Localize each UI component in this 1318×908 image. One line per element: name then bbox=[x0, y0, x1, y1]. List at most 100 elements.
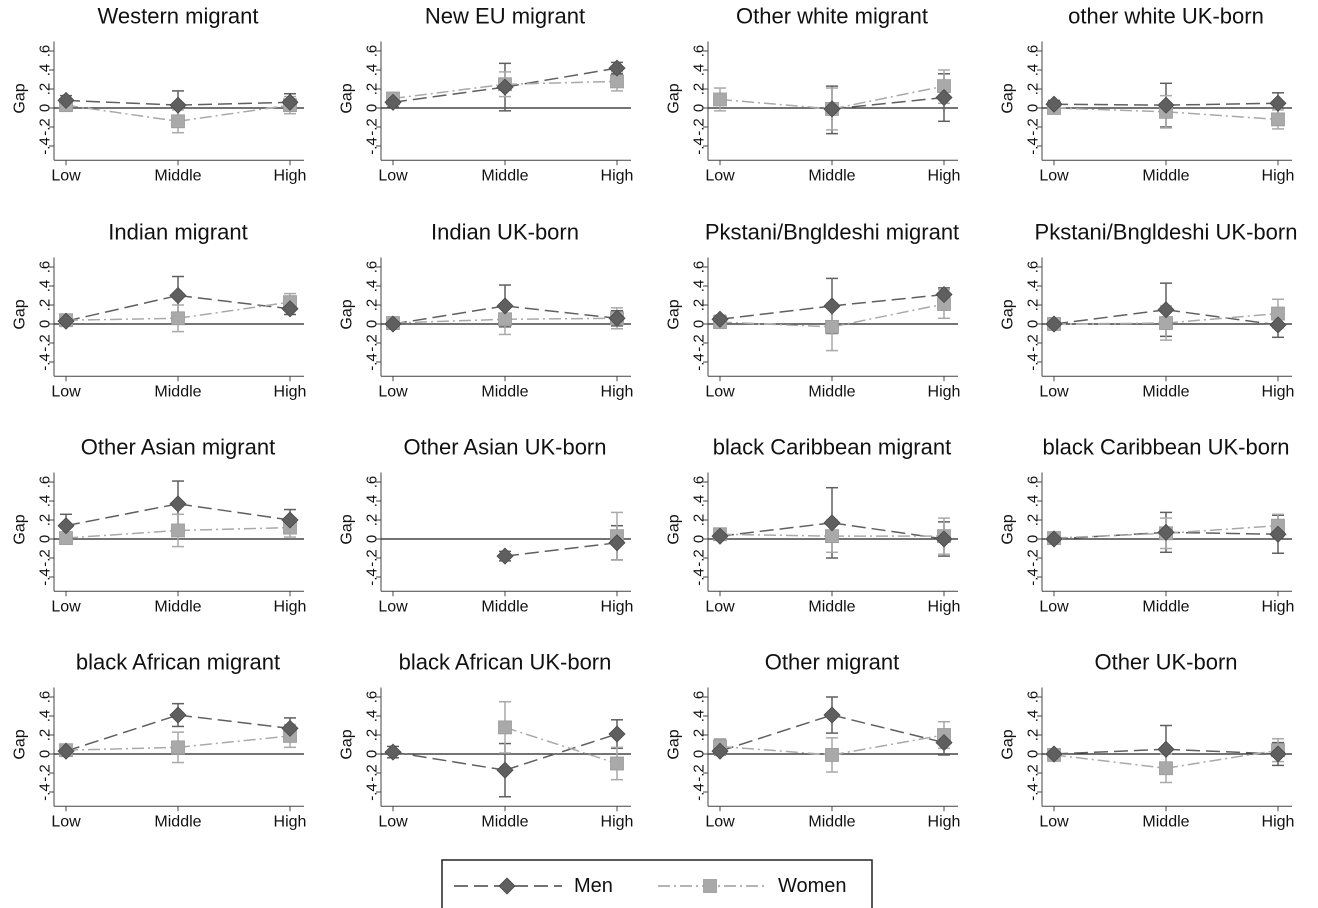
men-line bbox=[65, 714, 179, 752]
y-tick-label: .2 bbox=[364, 83, 381, 96]
men-marker bbox=[1045, 315, 1063, 333]
y-tick-label: .6 bbox=[37, 261, 54, 274]
panel-title: black Caribbean UK-born bbox=[1042, 435, 1289, 460]
men-line bbox=[65, 99, 179, 106]
women-line bbox=[177, 735, 291, 749]
y-tick-label: -.2 bbox=[364, 334, 381, 352]
women-marker bbox=[1271, 112, 1285, 127]
y-tick-label: -.4 bbox=[691, 353, 708, 371]
y-tick-label: -.2 bbox=[1025, 764, 1042, 782]
women-marker bbox=[171, 523, 185, 538]
men-marker bbox=[1269, 745, 1287, 763]
women-line bbox=[1053, 107, 1167, 113]
women-line bbox=[1053, 532, 1167, 539]
panel-5: Indian UK-born -.4-.2 0 .2 .4 .6 Gap Low Middle H… bbox=[339, 220, 634, 401]
legend: Men Women bbox=[441, 859, 873, 908]
y-tick-label: .2 bbox=[364, 299, 381, 312]
y-tick-label: .6 bbox=[364, 476, 381, 489]
women-line bbox=[65, 317, 179, 321]
panel-title: Pkstani/Bngldeshi UK-born bbox=[1035, 220, 1298, 245]
y-tick-label: 0 bbox=[1025, 104, 1042, 112]
women-line bbox=[1165, 312, 1279, 324]
y-tick-label: .6 bbox=[364, 45, 381, 58]
men-line bbox=[504, 542, 618, 557]
y-tick-label: -.4 bbox=[364, 783, 381, 801]
y-tick-label: .4 bbox=[364, 710, 381, 723]
y-axis-label: Gap bbox=[339, 729, 356, 759]
y-axis-label: Gap bbox=[12, 299, 29, 329]
y-tick-label: -.2 bbox=[1025, 118, 1042, 136]
y-tick-label: .2 bbox=[1025, 83, 1042, 96]
men-line bbox=[177, 294, 291, 310]
men-line bbox=[831, 96, 945, 110]
y-axis-label: Gap bbox=[12, 83, 29, 113]
panel-2: Other white migrant -.4-.2 0 .2 .4 .6 Gap Low Mi… bbox=[666, 4, 961, 185]
y-tick-label: 0 bbox=[691, 320, 708, 328]
women-line bbox=[1053, 754, 1167, 769]
y-tick-label: .4 bbox=[364, 280, 381, 293]
y-tick-label: 0 bbox=[364, 104, 381, 112]
x-tick-label: High bbox=[928, 598, 961, 615]
women-marker bbox=[610, 74, 624, 89]
legend-box bbox=[441, 859, 873, 908]
y-tick-label: -.4 bbox=[364, 568, 381, 586]
y-axis-label: Gap bbox=[339, 299, 356, 329]
men-line bbox=[392, 751, 506, 771]
y-tick-label: .4 bbox=[1025, 710, 1042, 723]
y-tick-label: 0 bbox=[37, 320, 54, 328]
x-tick-label: High bbox=[274, 167, 307, 184]
x-tick-label: Low bbox=[705, 167, 735, 184]
men-marker bbox=[384, 743, 402, 761]
y-tick-label: .4 bbox=[37, 64, 54, 77]
panel-title: Western migrant bbox=[98, 4, 259, 29]
x-tick-label: Middle bbox=[1142, 598, 1189, 615]
x-tick-label: High bbox=[928, 813, 961, 830]
women-line bbox=[177, 301, 291, 320]
legend-men-marker bbox=[498, 877, 516, 895]
y-axis-label: Gap bbox=[1000, 83, 1017, 113]
x-tick-label: Middle bbox=[481, 383, 528, 400]
men-marker bbox=[1045, 95, 1063, 113]
y-tick-label: .4 bbox=[364, 495, 381, 508]
women-line bbox=[1165, 524, 1279, 535]
y-tick-label: 0 bbox=[1025, 750, 1042, 758]
y-axis-label: Gap bbox=[339, 514, 356, 544]
y-axis-label: Gap bbox=[1000, 729, 1017, 759]
men-marker bbox=[1045, 530, 1063, 548]
x-tick-label: High bbox=[601, 813, 634, 830]
x-tick-label: Low bbox=[51, 383, 81, 400]
panel-title: Indian migrant bbox=[108, 220, 247, 245]
men-line bbox=[392, 86, 506, 104]
panel-10: black Caribbean migrant -.4-.2 0 .2 .4 .6 Gap L… bbox=[666, 435, 961, 616]
y-tick-label: -.2 bbox=[691, 118, 708, 136]
y-tick-label: -.4 bbox=[364, 353, 381, 371]
women-line bbox=[177, 104, 291, 123]
y-axis-label: Gap bbox=[339, 83, 356, 113]
men-line bbox=[177, 714, 291, 730]
panel-title: Other white migrant bbox=[736, 4, 928, 29]
y-tick-label: .6 bbox=[364, 691, 381, 704]
men-marker bbox=[823, 514, 841, 532]
women-marker bbox=[171, 740, 185, 755]
y-axis-label: Gap bbox=[666, 514, 683, 544]
men-marker bbox=[711, 527, 729, 545]
panel-title: Other UK-born bbox=[1094, 650, 1237, 675]
men-marker bbox=[57, 742, 75, 760]
y-tick-label: -.4 bbox=[691, 568, 708, 586]
men-line bbox=[719, 305, 833, 320]
men-marker bbox=[711, 742, 729, 760]
y-tick-label: -.4 bbox=[691, 783, 708, 801]
y-tick-label: 0 bbox=[37, 104, 54, 112]
women-line bbox=[719, 745, 833, 756]
y-tick-label: 0 bbox=[37, 750, 54, 758]
x-tick-label: Low bbox=[51, 167, 81, 184]
panel-8: Other Asian migrant -.4-.2 0 .2 .4 .6 Gap Low Mi… bbox=[12, 435, 307, 616]
y-tick-label: .2 bbox=[37, 514, 54, 527]
x-tick-label: High bbox=[1262, 598, 1295, 615]
y-tick-label: -.2 bbox=[37, 549, 54, 567]
y-tick-label: .2 bbox=[364, 729, 381, 742]
y-tick-label: .6 bbox=[691, 476, 708, 489]
men-marker bbox=[496, 761, 514, 779]
men-marker bbox=[169, 286, 187, 305]
y-tick-label: .6 bbox=[1025, 261, 1042, 274]
